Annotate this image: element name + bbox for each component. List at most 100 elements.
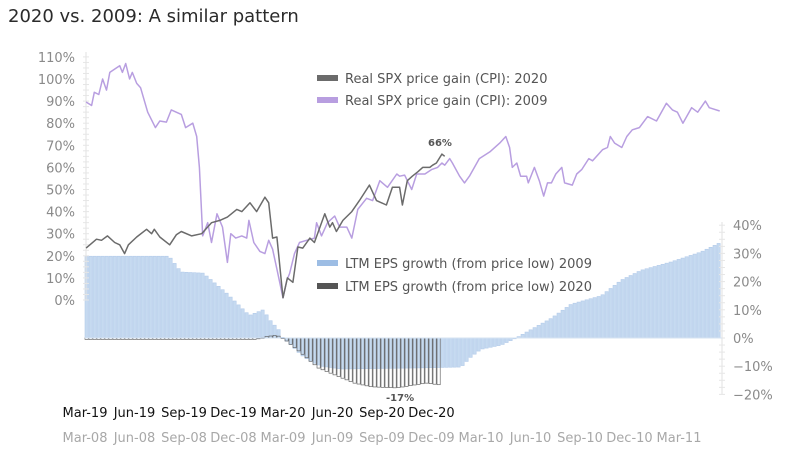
left-axis-tick-label: 70% [46, 139, 75, 154]
eps-2009-bar [636, 271, 641, 339]
eps-2009-bar [288, 337, 293, 345]
eps-2009-bar [160, 255, 165, 339]
x-axis-2020-tick-label: Dec-20 [408, 406, 454, 421]
legend-spx-2020: Real SPX price gain (CPI): 2020 [317, 72, 547, 87]
eps-2009-bar [440, 337, 445, 368]
eps-2009-bar [496, 337, 501, 346]
x-axis-2020-tick-label: Dec-19 [210, 406, 256, 421]
eps-2009-bar [252, 313, 257, 339]
eps-2009-bar [376, 337, 381, 369]
eps-2009-bar [520, 334, 525, 339]
right-axis-tick-label: −20% [733, 388, 773, 403]
legend-swatch [317, 260, 338, 266]
left-axis-tick-label: 30% [46, 228, 75, 243]
eps-2009-bar [260, 309, 265, 339]
eps-2009-bar [708, 247, 713, 339]
left-axis-tick-label: 80% [46, 117, 75, 132]
x-axis-2020-tick-label: Jun-20 [311, 406, 354, 421]
eps-2009-bar [648, 267, 653, 339]
eps-2009-bar [348, 337, 353, 370]
x-axis-2009-tick-label: Jun-10 [509, 431, 552, 446]
eps-2009-bar [464, 337, 469, 362]
right-axis-tick-label: 20% [733, 276, 762, 291]
eps-2009-bar [424, 337, 429, 369]
eps-2009-bar [564, 307, 569, 339]
right-axis-tick-label: 0% [733, 332, 754, 347]
eps-2009-bar [448, 337, 453, 368]
eps-2009-bar [360, 337, 365, 370]
eps-2009-bar [552, 315, 557, 339]
eps-2009-bar [372, 337, 377, 369]
eps-2009-bar [612, 285, 617, 339]
eps-2009-bar [392, 337, 397, 369]
x-axis-2009-tick-label: Sep-09 [359, 431, 405, 446]
eps-2009-bar [104, 255, 109, 339]
eps-2009-bar [200, 272, 205, 339]
eps-2009-bar [88, 255, 93, 339]
eps-2009-bar [396, 337, 401, 369]
eps-2009-bar [324, 337, 329, 368]
legend-label: Real SPX price gain (CPI): 2009 [345, 94, 547, 109]
legend-swatch [317, 283, 338, 289]
eps-2009-bar [604, 291, 609, 339]
legend-label: LTM EPS growth (from price low) 2020 [345, 280, 592, 295]
eps-2009-bar [640, 269, 645, 339]
eps-2009-bar [404, 337, 409, 369]
legend-spx-2009: Real SPX price gain (CPI): 2009 [317, 94, 547, 109]
eps-2009-bar [220, 289, 225, 339]
eps-2009-bar [616, 281, 621, 339]
eps-2009-bar [460, 337, 465, 366]
right-axis-tick-label: 30% [733, 247, 762, 262]
eps-2009-bar [312, 337, 317, 364]
left-axis-tick-label: 100% [38, 73, 75, 88]
eps-2009-bar [152, 255, 157, 339]
eps-2009-bar [212, 282, 217, 339]
legend-label: Real SPX price gain (CPI): 2020 [345, 72, 547, 87]
x-axis-2009-tick-label: Jun-09 [311, 431, 354, 446]
eps-2009-bar [328, 337, 333, 368]
eps-2009-bar [540, 322, 545, 339]
eps-2009-bar [232, 300, 237, 339]
eps-2009-bar [236, 304, 241, 339]
eps-2009-bar [176, 268, 181, 339]
left-axis-tick-label: 50% [46, 184, 75, 199]
eps-2009-bar [112, 255, 117, 339]
eps-2009-bar [592, 297, 597, 339]
eps-2009-bar [492, 337, 497, 347]
annotation-66: 66% [428, 138, 452, 149]
eps-2009-bar [272, 324, 277, 339]
eps-2009-bar [144, 255, 149, 339]
eps-2009-bar [416, 337, 421, 369]
eps-2009-bar [256, 311, 261, 339]
eps-2009-bar [388, 337, 393, 369]
eps-2009-bar [588, 298, 593, 339]
eps-2009-bar [304, 337, 309, 359]
eps-2009-bar [108, 255, 113, 339]
eps-2009-bar [240, 308, 245, 339]
eps-2009-bar [624, 277, 629, 339]
eps-2009-bar [156, 255, 161, 339]
eps-2009-bar [132, 255, 137, 339]
eps-2009-bar [488, 337, 493, 348]
eps-2009-bar [400, 337, 405, 369]
eps-2009-bar [684, 256, 689, 339]
eps-2009-bar [180, 271, 185, 339]
eps-2009-bar [352, 337, 357, 370]
eps-2009-bar [264, 314, 269, 339]
eps-2009-bar [344, 337, 349, 370]
eps-2009-bar [192, 272, 197, 339]
eps-2009-bar [524, 331, 529, 339]
eps-2009-bar [628, 275, 633, 339]
x-axis-2009-tick-label: Jun-08 [113, 431, 156, 446]
eps-2009-bar [320, 337, 325, 367]
eps-2009-bar [696, 252, 701, 339]
x-axis-2009-tick-label: Sep-10 [557, 431, 603, 446]
eps-2009-bar [208, 279, 213, 339]
eps-2009-bar [484, 337, 489, 349]
eps-2009-bar [248, 314, 253, 339]
eps-2009-bar [584, 299, 589, 339]
eps-2009-bar [560, 309, 565, 339]
left-axis-tick-label: 0% [54, 294, 75, 309]
eps-2009-bar [420, 337, 425, 369]
eps-2009-bar [712, 245, 717, 339]
